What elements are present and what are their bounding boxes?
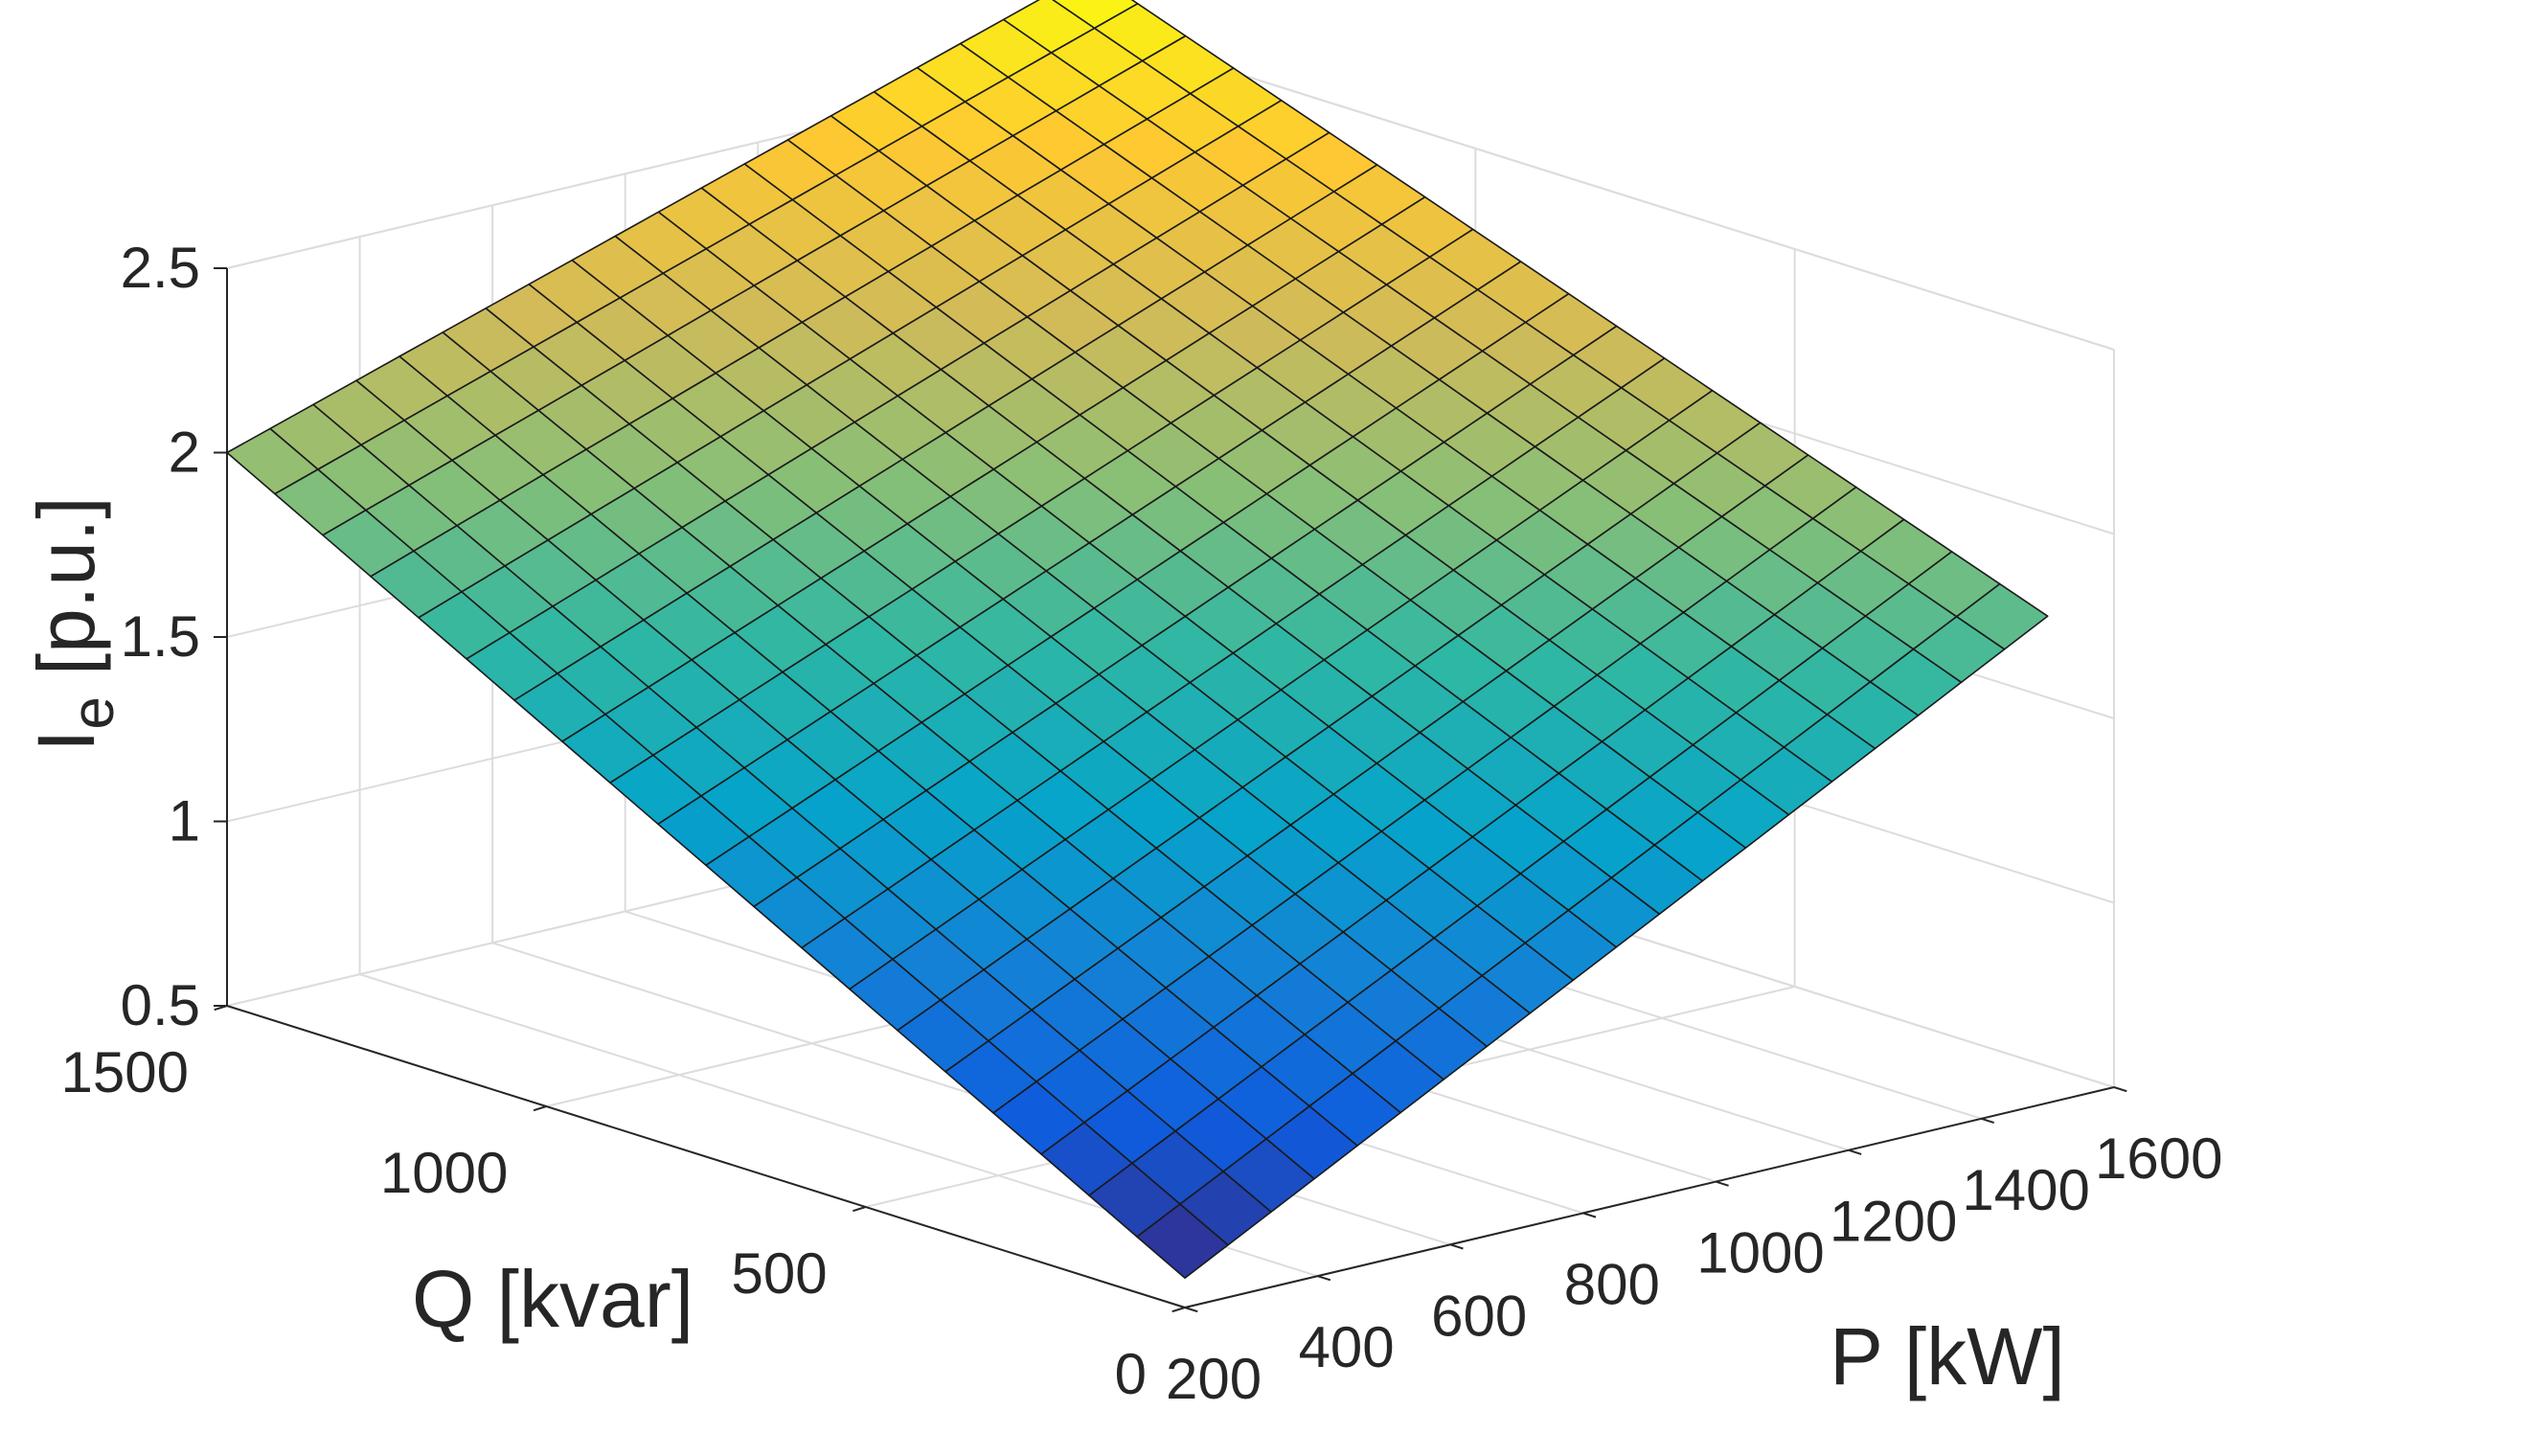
x-tick-label: 1000 bbox=[1696, 1221, 1824, 1285]
z-tick-label: 1.5 bbox=[121, 604, 200, 669]
x-tick-mark bbox=[1317, 1275, 1331, 1282]
z-tick-label: 2.5 bbox=[121, 236, 200, 300]
y-tick-label: 500 bbox=[732, 1241, 828, 1306]
y-tick-label: 1500 bbox=[61, 1040, 189, 1104]
z-tick-label: 0.5 bbox=[121, 973, 200, 1037]
tick-labels: 200 400 600 800 1000 1200 1400 1600050010001500… bbox=[61, 236, 2223, 1411]
y-axis-line bbox=[226, 1005, 1186, 1308]
x-axis-line bbox=[1184, 1086, 2115, 1308]
x-tick-label: 1200 bbox=[1830, 1190, 1957, 1254]
x-tick-label: 400 bbox=[1299, 1315, 1395, 1379]
y-tick-label: 0 bbox=[1115, 1342, 1147, 1406]
x-tick-label: 1400 bbox=[1962, 1158, 2089, 1222]
x-tick-mark bbox=[2113, 1086, 2127, 1093]
axes bbox=[214, 267, 2127, 1313]
y-tick-mark bbox=[853, 1206, 866, 1213]
surface bbox=[226, 0, 2049, 1279]
y-tick-mark bbox=[1171, 1307, 1186, 1313]
z-tick-label: 1 bbox=[169, 789, 200, 853]
y-tick-mark bbox=[533, 1105, 547, 1112]
z-axis-label-main: I bbox=[21, 730, 111, 752]
x-tick-label: 1600 bbox=[2095, 1126, 2222, 1191]
y-tick-label: 1000 bbox=[380, 1141, 508, 1205]
x-tick-mark bbox=[1981, 1117, 1995, 1125]
x-tick-label: 600 bbox=[1431, 1284, 1527, 1348]
z-tick-label: 2 bbox=[169, 421, 200, 485]
x-tick-mark bbox=[1715, 1180, 1729, 1187]
x-tick-mark bbox=[1449, 1243, 1464, 1250]
x-tick-label: 800 bbox=[1564, 1252, 1660, 1316]
box-edge bbox=[1155, 47, 2115, 351]
z-axis-label: Ie [p.u.] bbox=[21, 496, 126, 752]
z-axis-label-units: [p.u.] bbox=[21, 496, 111, 675]
z-axis-label-subscript: e bbox=[60, 696, 126, 729]
surface-patch bbox=[1955, 582, 2049, 650]
x-tick-mark bbox=[1582, 1212, 1597, 1218]
x-tick-mark bbox=[1848, 1149, 1862, 1155]
y-axis-label: Q [kvar] bbox=[412, 1254, 694, 1344]
x-axis-label: P [kW] bbox=[1830, 1311, 2065, 1401]
x-tick-mark bbox=[1184, 1307, 1198, 1313]
x-tick-label: 200 bbox=[1166, 1347, 1262, 1411]
